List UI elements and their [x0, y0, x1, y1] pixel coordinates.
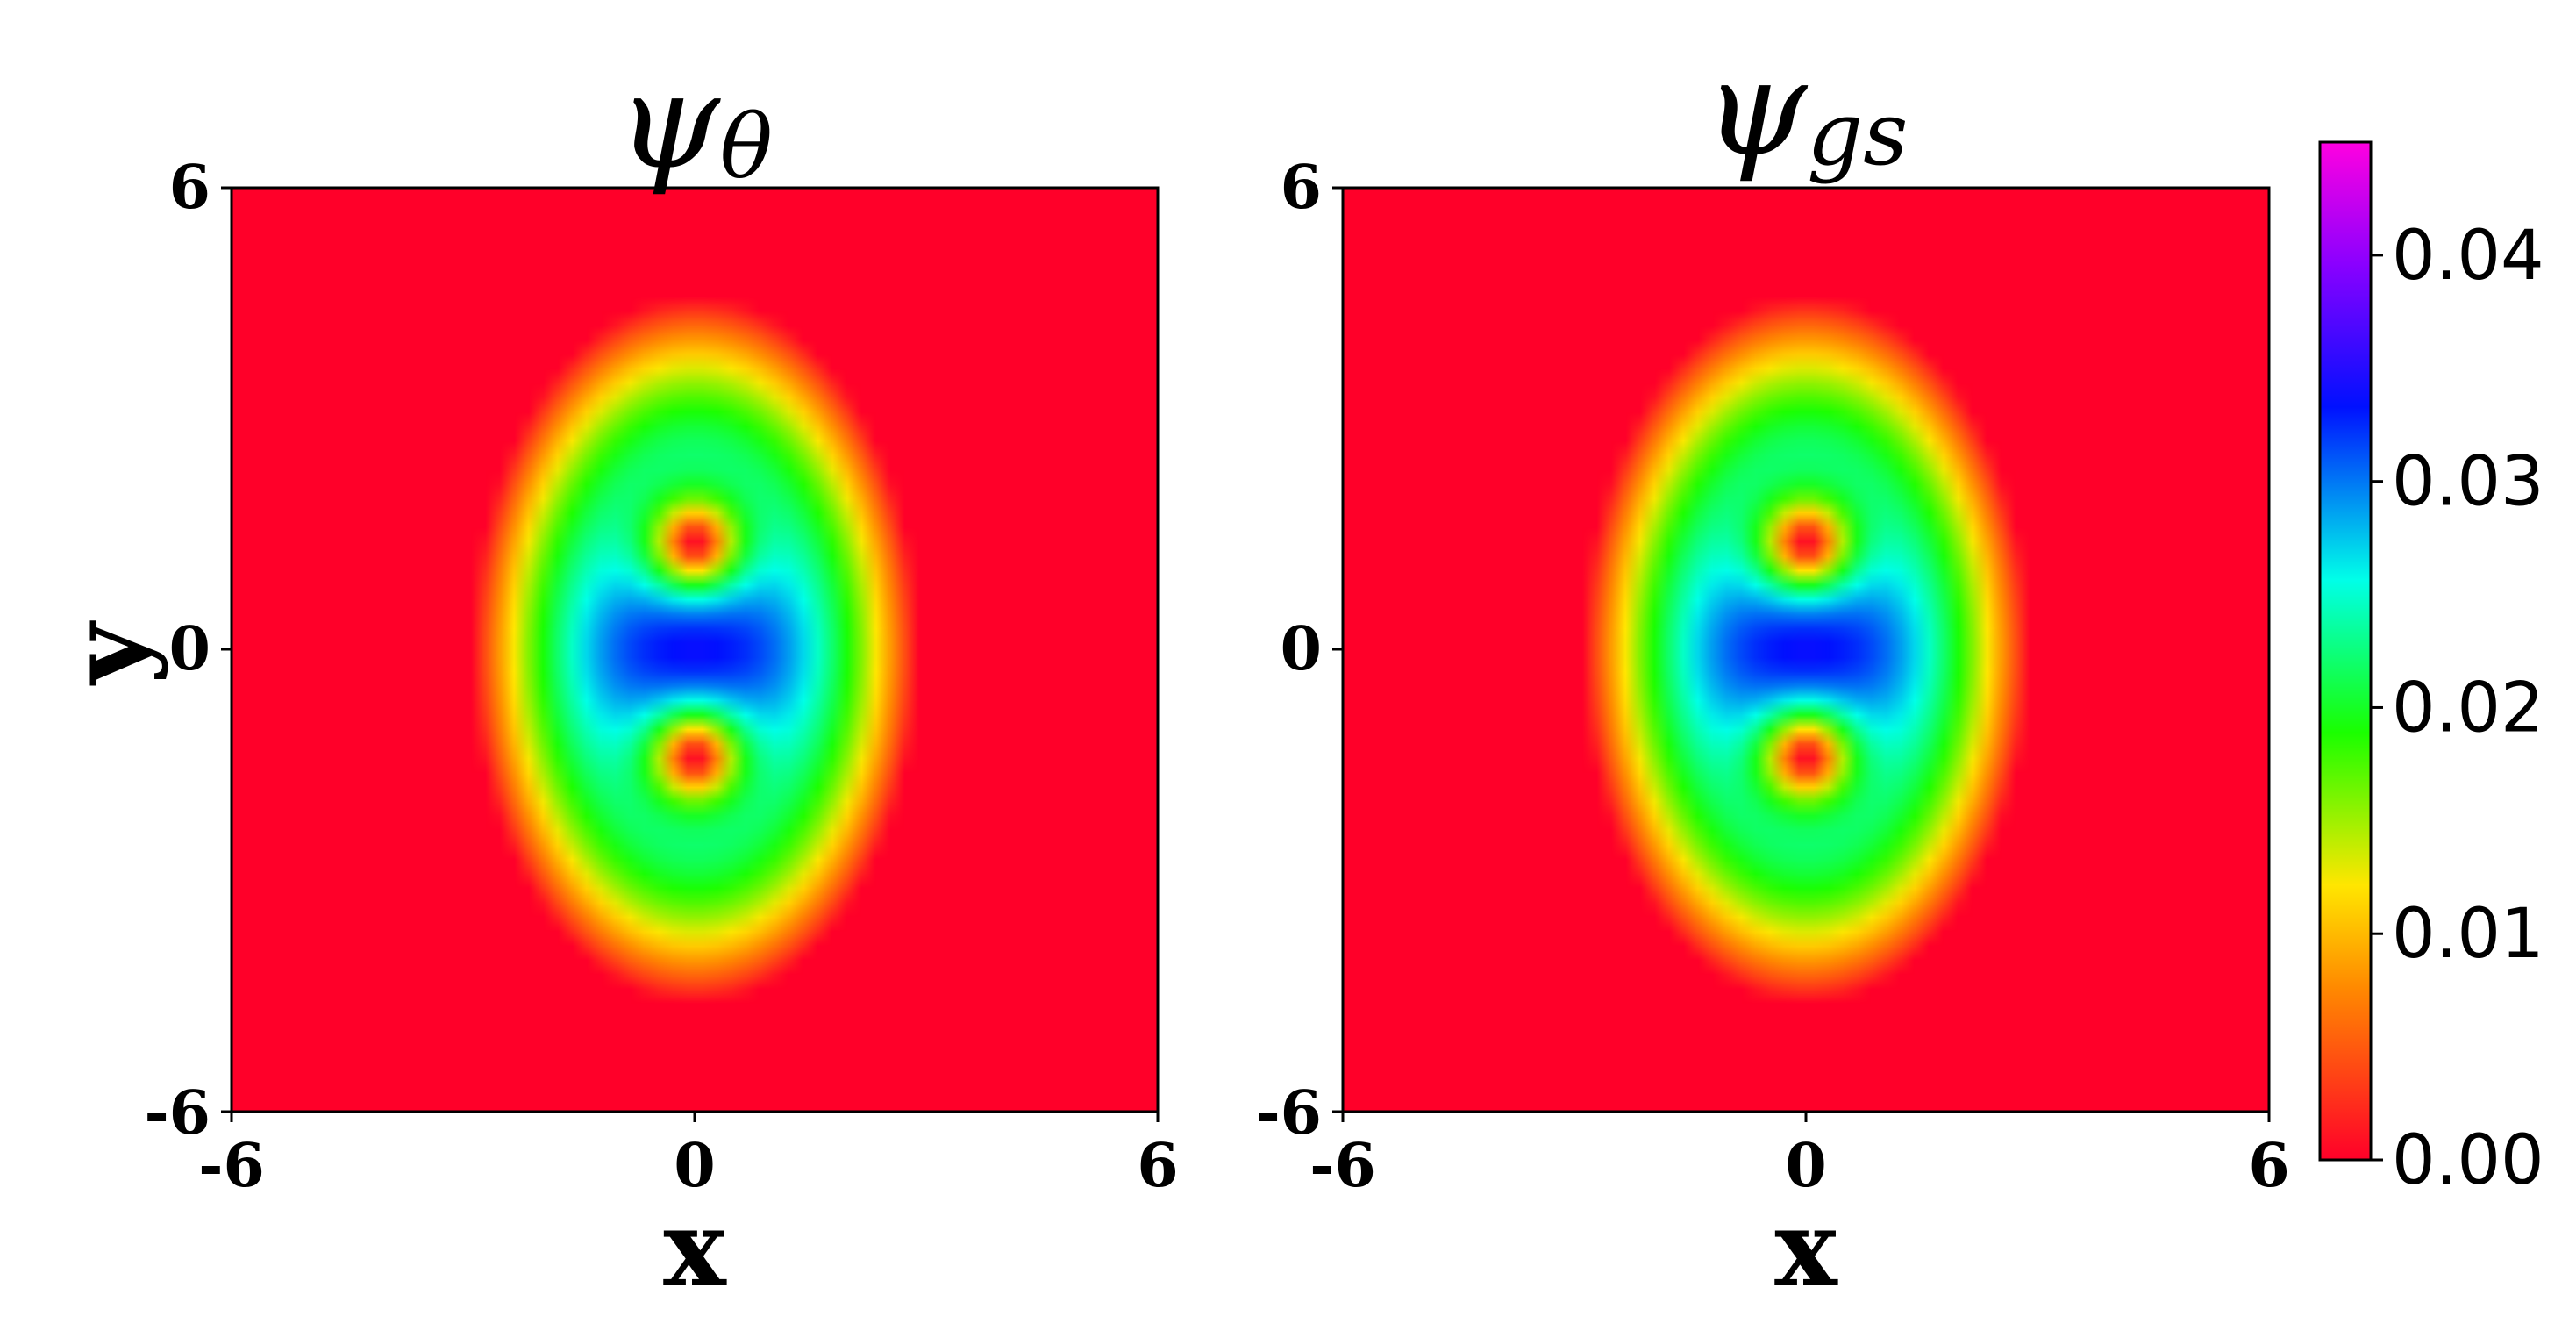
x-tick-label: 6	[1137, 1131, 1178, 1201]
x-tick-label: 0	[1785, 1131, 1826, 1201]
colorbar-tick-label: 0.00	[2392, 1121, 2544, 1200]
x-tick-label: -6	[1309, 1131, 1376, 1201]
title-subscript: gs	[1807, 82, 1908, 185]
title-symbol: ψ	[617, 46, 721, 198]
colorbar: 0.00 0.01 0.02 0.03 0.04	[2318, 140, 2544, 1200]
colorbar-ticks: 0.00 0.01 0.02 0.03 0.04	[2371, 217, 2544, 1200]
x-tick-label: 6	[2248, 1131, 2289, 1201]
panel-psi-gs: 6 0 -6 -6 0 6 x ψgs	[1255, 32, 2289, 1311]
colorbar-tick-label: 0.04	[2392, 217, 2544, 296]
y-axis-ticks: 6 0 -6	[144, 153, 232, 1148]
y-tick-label: 0	[169, 614, 211, 684]
y-axis-ticks: 6 0 -6	[1255, 153, 1343, 1148]
y-tick-label: -6	[144, 1078, 211, 1148]
panel-title: ψgs	[1704, 32, 1909, 185]
x-axis-label: x	[1774, 1187, 1838, 1311]
colorbar-gradient	[2320, 142, 2371, 1160]
heatmap-image	[232, 188, 1158, 1112]
y-tick-label: 6	[1281, 153, 1322, 223]
y-tick-label: 6	[169, 153, 211, 223]
colorbar-frame	[2318, 140, 2373, 1162]
y-tick-label: 0	[1281, 614, 1322, 684]
panel-title: ψθ	[617, 46, 773, 198]
y-axis-label: y	[46, 620, 170, 686]
x-tick-label: 0	[674, 1131, 715, 1201]
panel-psi-theta: 6 0 -6 -6 0 6 x y ψθ	[46, 46, 1179, 1311]
x-axis-ticks: -6 0 6	[198, 1112, 1179, 1201]
title-symbol: ψ	[1704, 32, 1809, 185]
title-subscript: θ	[720, 96, 773, 198]
heatmap-image	[1343, 188, 2269, 1112]
colorbar-tick-label: 0.01	[2392, 895, 2544, 974]
colorbar-tick-label: 0.02	[2392, 669, 2544, 748]
x-tick-label: -6	[198, 1131, 265, 1201]
colorbar-tick-label: 0.03	[2392, 443, 2544, 522]
x-axis-ticks: -6 0 6	[1309, 1112, 2290, 1201]
x-axis-label: x	[663, 1187, 727, 1311]
y-tick-label: -6	[1255, 1078, 1322, 1148]
